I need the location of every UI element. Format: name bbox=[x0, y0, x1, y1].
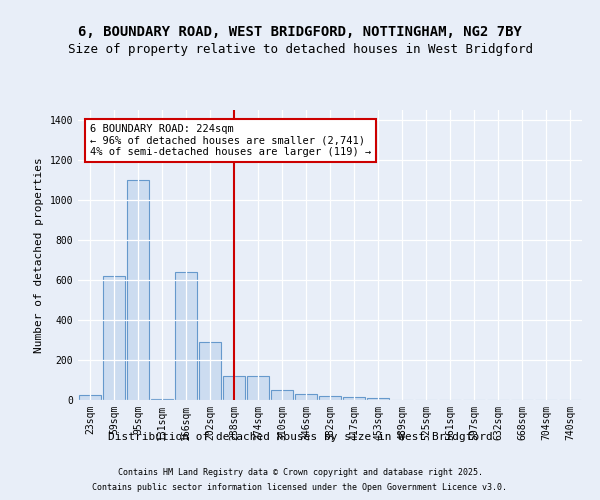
Bar bbox=[367, 398, 389, 400]
Bar bbox=[151, 399, 173, 400]
Text: 6, BOUNDARY ROAD, WEST BRIDGFORD, NOTTINGHAM, NG2 7BY: 6, BOUNDARY ROAD, WEST BRIDGFORD, NOTTIN… bbox=[78, 26, 522, 40]
Bar bbox=[103, 276, 125, 400]
Bar bbox=[319, 396, 341, 400]
Bar bbox=[79, 395, 101, 400]
Text: Contains HM Land Registry data © Crown copyright and database right 2025.: Contains HM Land Registry data © Crown c… bbox=[118, 468, 482, 477]
Bar bbox=[127, 180, 149, 400]
Bar bbox=[271, 390, 293, 400]
Bar bbox=[295, 394, 317, 400]
Y-axis label: Number of detached properties: Number of detached properties bbox=[34, 157, 44, 353]
Bar bbox=[223, 376, 245, 400]
Text: Contains public sector information licensed under the Open Government Licence v3: Contains public sector information licen… bbox=[92, 483, 508, 492]
Bar bbox=[175, 272, 197, 400]
Text: 6 BOUNDARY ROAD: 224sqm
← 96% of detached houses are smaller (2,741)
4% of semi-: 6 BOUNDARY ROAD: 224sqm ← 96% of detache… bbox=[90, 124, 371, 157]
Bar bbox=[247, 376, 269, 400]
Bar bbox=[199, 342, 221, 400]
Bar bbox=[343, 397, 365, 400]
Text: Distribution of detached houses by size in West Bridgford: Distribution of detached houses by size … bbox=[107, 432, 493, 442]
Text: Size of property relative to detached houses in West Bridgford: Size of property relative to detached ho… bbox=[67, 44, 533, 57]
